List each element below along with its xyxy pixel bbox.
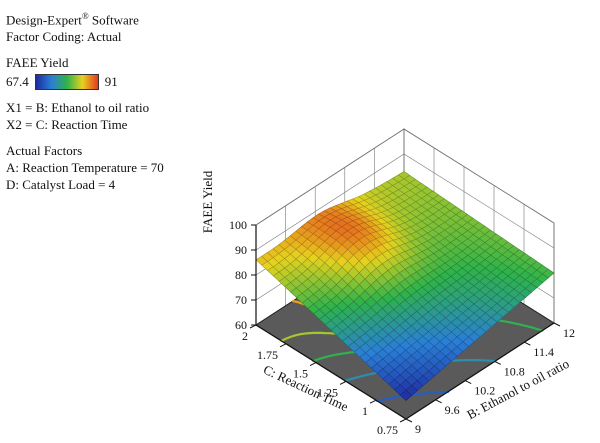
x-axis-line bbox=[405, 322, 555, 420]
y-tick-label: 1.75 bbox=[257, 348, 278, 362]
x-tick-mark bbox=[524, 341, 531, 346]
software-title: Design-Expert® Software bbox=[6, 8, 206, 28]
colorbar-min: 67.4 bbox=[6, 74, 29, 90]
y-tick-label: 1 bbox=[362, 404, 368, 418]
z-tick-label: 90 bbox=[235, 243, 247, 257]
y-tick-mark bbox=[339, 380, 347, 385]
y-tick-label: 1.25 bbox=[317, 385, 338, 399]
z-tick-label: 100 bbox=[229, 218, 247, 232]
colorbar-max: 91 bbox=[104, 74, 118, 90]
x-tick-label: 11.4 bbox=[533, 345, 554, 359]
software-suffix: Software bbox=[88, 12, 139, 28]
axes-group: 9 9.6 10.2 10.8 11.4 12 0.75 1 1.25 1.5 1.75 260 70 8… bbox=[229, 218, 575, 437]
factor-a: A: Reaction Temperature = 70 bbox=[6, 160, 164, 176]
y-tick-mark bbox=[309, 362, 317, 367]
z-tick-label: 70 bbox=[235, 293, 247, 307]
response-name: FAEE Yield bbox=[6, 55, 69, 71]
y-axis-line bbox=[255, 324, 407, 420]
x-tick-label: 10.2 bbox=[474, 384, 495, 398]
factor-coding: Factor Coding: Actual bbox=[6, 29, 122, 45]
axis-x2-mapping: X2 = C: Reaction Time bbox=[6, 117, 128, 133]
colorbar-legend: 67.4 91 bbox=[6, 73, 206, 90]
factor-d: D: Catalyst Load = 4 bbox=[6, 177, 116, 193]
x-tick-mark bbox=[405, 418, 413, 423]
z-axis-label: FAEE Yield bbox=[200, 170, 215, 233]
y-tick-label: 0.75 bbox=[377, 423, 398, 437]
axis-x1-mapping: X1 = B: Ethanol to oil ratio bbox=[6, 100, 150, 116]
x-tick-label: 9 bbox=[415, 422, 421, 436]
x-tick-mark bbox=[435, 399, 442, 404]
surface-cell bbox=[399, 389, 413, 401]
x-tick-label: 9.6 bbox=[445, 403, 460, 417]
y-tick-mark bbox=[399, 418, 407, 423]
y-tick-label: 1.5 bbox=[293, 367, 308, 381]
x-tick-label: 10.8 bbox=[504, 364, 525, 378]
legend-panel: Design-Expert® Software Factor Coding: A… bbox=[6, 8, 206, 193]
response-surface bbox=[255, 171, 555, 401]
x-tick-label: 12 bbox=[563, 326, 575, 340]
y-tick-mark bbox=[369, 399, 377, 404]
z-tick-label: 60 bbox=[235, 318, 247, 332]
x-tick-mark bbox=[494, 360, 502, 365]
y-tick-mark bbox=[279, 343, 287, 348]
actual-factors-heading: Actual Factors bbox=[6, 143, 83, 159]
y-tick-label: 2 bbox=[242, 329, 248, 343]
x-tick-mark bbox=[553, 322, 561, 327]
z-tick-label: 80 bbox=[235, 268, 247, 282]
x-tick-mark bbox=[464, 380, 472, 385]
software-name: Design-Expert bbox=[6, 12, 82, 28]
colorbar bbox=[34, 73, 99, 90]
registered-mark: ® bbox=[81, 11, 89, 21]
